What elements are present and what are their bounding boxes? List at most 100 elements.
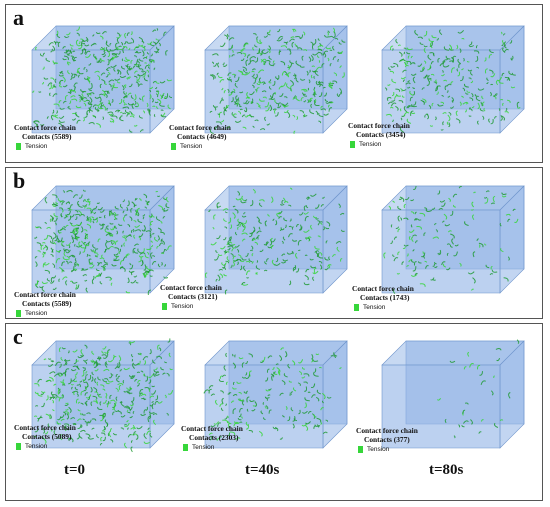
force-chain: [321, 400, 324, 404]
force-chain: [245, 59, 249, 66]
force-chain: [297, 382, 301, 387]
force-chain: [61, 261, 66, 267]
force-chain: [88, 122, 95, 125]
force-chain: [492, 195, 496, 203]
force-chain: [291, 42, 294, 48]
force-chain: [334, 38, 339, 40]
force-chain: [456, 44, 459, 50]
force-chain: [232, 255, 236, 260]
force-chain: [105, 241, 108, 249]
force-chain: [459, 48, 462, 53]
force-chain: [136, 76, 141, 81]
force-chain: [241, 195, 245, 202]
force-chain: [49, 92, 51, 97]
force-chain: [166, 412, 169, 416]
force-chain: [305, 421, 311, 425]
force-chain: [157, 235, 160, 241]
force-chain: [93, 211, 96, 215]
force-chain: [122, 47, 125, 54]
force-chain: [37, 250, 41, 253]
force-chain: [316, 55, 320, 59]
force-chain: [443, 79, 447, 82]
force-chain: [141, 391, 144, 395]
force-chain: [264, 397, 269, 402]
force-chain: [149, 220, 154, 225]
force-chain: [505, 213, 511, 216]
force-chain: [96, 381, 99, 386]
force-chain: [234, 354, 236, 358]
force-chain: [260, 58, 267, 63]
force-chain: [147, 41, 153, 45]
force-chain: [93, 115, 97, 119]
force-chain: [119, 111, 123, 114]
force-chain: [274, 426, 279, 432]
force-chain: [446, 83, 452, 87]
force-chain: [400, 217, 403, 221]
force-chain: [94, 107, 100, 112]
force-chain: [134, 210, 138, 216]
force-chain: [332, 80, 338, 84]
force-chain: [133, 275, 138, 278]
force-chain: [47, 82, 53, 87]
force-chain: [116, 230, 119, 235]
force-chain: [259, 199, 265, 202]
force-chain: [439, 200, 446, 203]
force-chain: [287, 363, 291, 369]
force-chain: [292, 360, 296, 366]
force-chain: [161, 239, 165, 246]
force-chain: [477, 88, 485, 91]
force-chain: [133, 124, 138, 127]
force-chain: [272, 63, 276, 65]
force-chain: [134, 63, 139, 66]
force-chain: [114, 366, 120, 370]
force-chain: [48, 42, 54, 46]
force-chain: [461, 424, 465, 428]
force-chain: [258, 81, 264, 84]
force-chain: [107, 380, 114, 383]
force-chain: [256, 102, 260, 108]
force-chain: [212, 105, 218, 108]
force-chain: [215, 399, 218, 406]
force-chain: [280, 347, 285, 351]
force-chain: [507, 99, 511, 103]
chain-legend: Contact force chain Contacts (377) Tension: [356, 426, 418, 454]
force-chain: [63, 214, 68, 219]
force-chain: [64, 49, 70, 54]
force-chain: [452, 193, 458, 198]
force-chain: [276, 212, 280, 218]
force-chain: [488, 118, 491, 123]
force-chain: [133, 65, 136, 69]
force-chain: [57, 387, 61, 394]
force-chain: [214, 126, 219, 130]
force-chain: [307, 196, 309, 200]
force-chain: [112, 411, 115, 416]
force-chain: [44, 244, 48, 251]
force-chain: [249, 113, 255, 118]
force-chain: [245, 100, 250, 105]
force-chain: [51, 428, 53, 432]
force-chain: [84, 361, 88, 365]
force-chain: [102, 399, 107, 404]
force-chain: [276, 367, 281, 374]
force-chain: [313, 75, 316, 79]
force-chain: [71, 56, 75, 61]
force-chain: [276, 37, 283, 42]
force-chain: [50, 247, 53, 253]
force-chain: [401, 261, 405, 265]
force-chain: [50, 391, 54, 397]
force-chain: [501, 115, 506, 121]
force-chain: [456, 68, 459, 72]
force-chain: [332, 27, 336, 33]
force-chain: [141, 95, 145, 102]
force-chain: [447, 95, 451, 98]
box-front-face: [204, 209, 324, 294]
force-chain: [241, 401, 245, 406]
force-chain: [116, 46, 123, 50]
force-chain: [237, 226, 239, 230]
force-chain: [101, 350, 105, 354]
chain-legend: Contact force chain Contacts (5589) Tensio…: [14, 123, 76, 151]
force-chain: [80, 88, 85, 93]
force-chain: [107, 71, 111, 76]
force-chain: [127, 427, 129, 430]
force-chain: [85, 50, 91, 55]
